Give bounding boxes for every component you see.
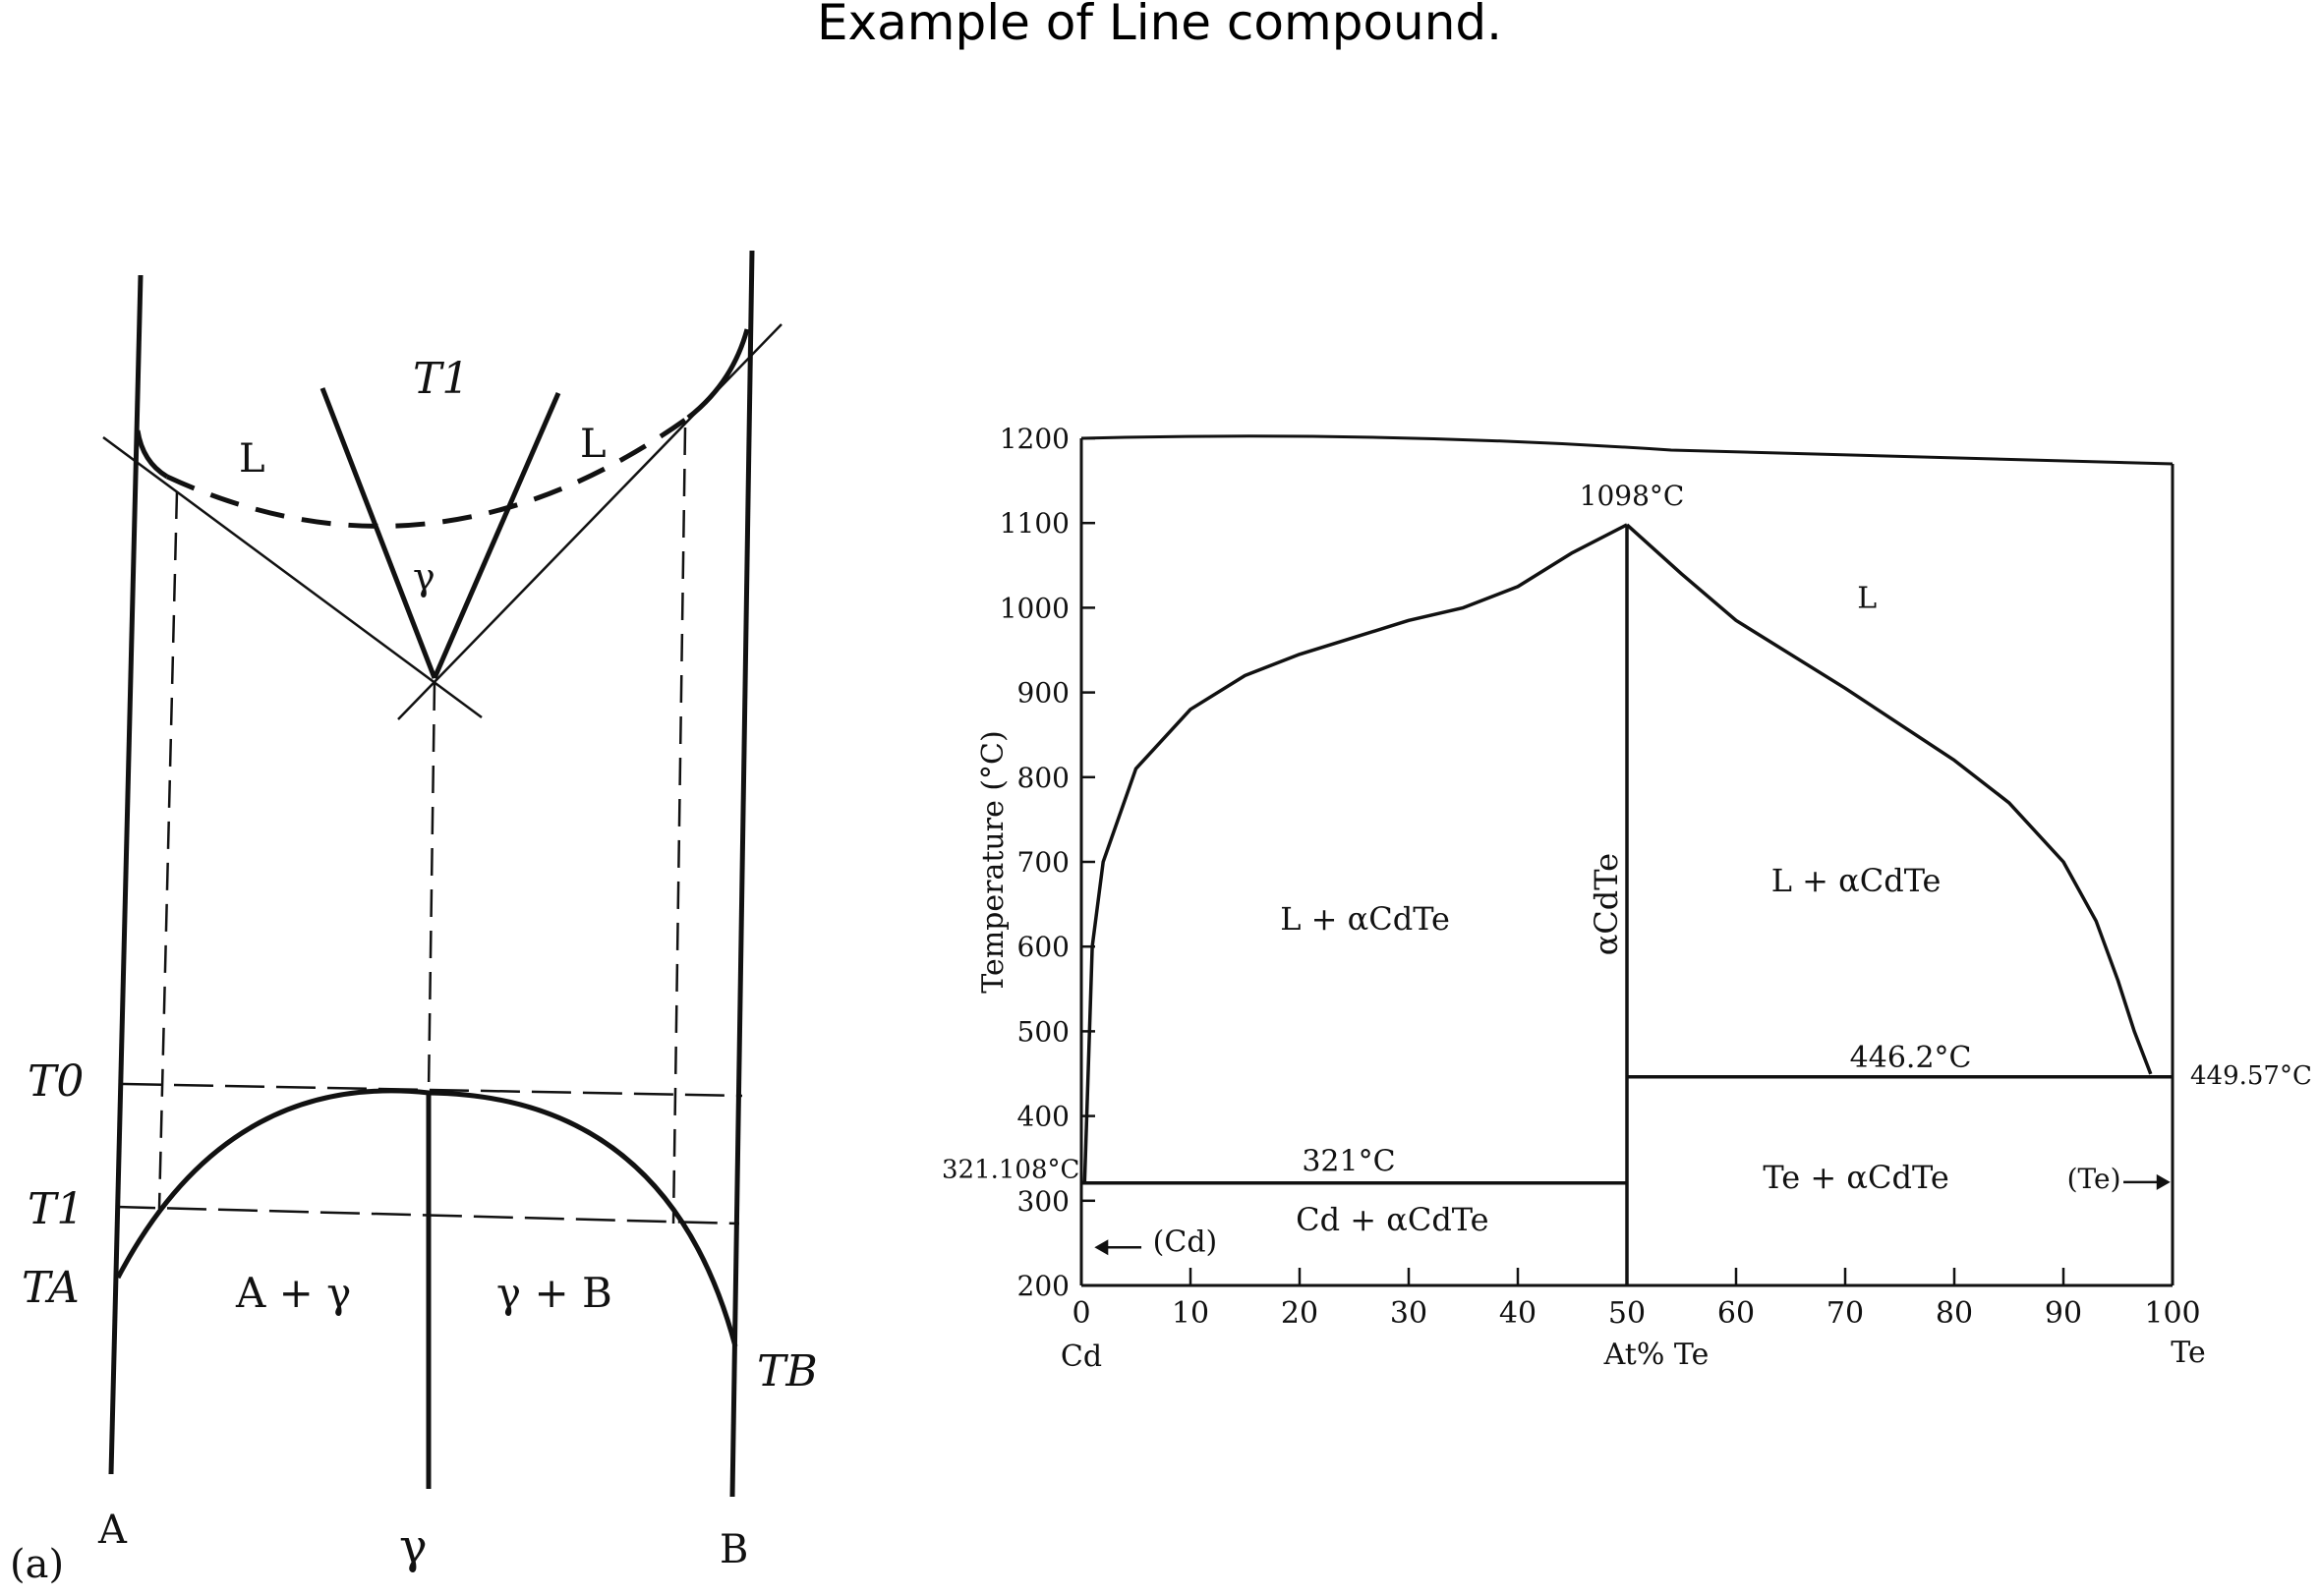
dashed-projection-left <box>157 490 179 1210</box>
axis-b-line <box>729 250 755 1498</box>
annotation-eutectic-left: 321°C <box>1302 1145 1395 1179</box>
gamma-curve-left <box>319 387 437 679</box>
y-tick-label: 700 <box>1017 846 1070 879</box>
x-axis-label: At% Te <box>1603 1338 1710 1372</box>
t0-label: T0 <box>28 1056 84 1107</box>
x-tick-label: 80 <box>1936 1296 1973 1331</box>
annotation-compound: αCdTe <box>1588 853 1625 955</box>
annotation-l-cdte-right: L + αCdTe <box>1771 862 1942 899</box>
component-a-label: A <box>97 1508 128 1553</box>
component-gamma-label: γ <box>399 1519 428 1574</box>
tangent-left <box>102 435 483 719</box>
y-tick-label: 300 <box>1017 1185 1070 1218</box>
top-frame-line <box>1080 434 2174 466</box>
y-tick-label: 600 <box>1017 931 1070 963</box>
x-axis-left-end-label: Cd <box>1061 1340 1102 1374</box>
gamma-curve-right <box>432 392 561 679</box>
schematic-labels: (a) A γ B T0 T1 TA TB T1 L L γ A + γ γ +… <box>10 354 818 1587</box>
t0-level-line <box>122 1082 743 1098</box>
x-tick-label: 100 <box>2144 1296 2200 1331</box>
x-tick-label: 90 <box>2045 1296 2082 1331</box>
tb-label: TB <box>757 1346 818 1396</box>
phase-boundaries <box>1081 523 2173 1285</box>
y-tick-label: 500 <box>1017 1015 1070 1048</box>
y-tick-label: 400 <box>1017 1101 1070 1133</box>
annotation-cd-cdte: Cd + αCdTe <box>1296 1201 1489 1238</box>
x-tick-label: 60 <box>1717 1296 1755 1331</box>
two-phase-right-label: γ + B <box>496 1269 612 1317</box>
annotation-cd-melting: 321.108°C <box>942 1156 1079 1185</box>
x-tick-label: 20 <box>1281 1296 1318 1331</box>
t1-upper-label: T1 <box>413 354 469 404</box>
dashed-projection-center <box>427 682 436 1094</box>
axis-a-line <box>108 274 144 1475</box>
cdte-phase-diagram: 200 300 400 500 600 700 800 900 1000 1100 1200 0 10 2… <box>942 423 2312 1374</box>
annotation-eutectic-right: 446.2°C <box>1850 1041 1972 1075</box>
t1-level-line <box>115 1205 740 1226</box>
liquid-curve-right-end <box>686 328 750 420</box>
two-phase-left-label: A + γ <box>235 1269 351 1317</box>
gamma-dome-right <box>428 1090 738 1347</box>
axis-ticks: 200 300 400 500 600 700 800 900 1000 1100 1200 0 10 2… <box>976 423 2206 1374</box>
dashed-projection-right <box>671 427 687 1225</box>
series-liquidus-left <box>1082 523 1628 1183</box>
line-compound-schematic <box>102 250 783 1498</box>
x-tick-label: 70 <box>1826 1296 1864 1331</box>
x-axis-right-end-label: Te <box>2171 1336 2205 1370</box>
y-tick-label: 1000 <box>1000 592 1070 624</box>
liquid-right-label: L <box>580 422 607 467</box>
liquid-left-label: L <box>239 436 265 482</box>
annotation-l-cdte-left: L + αCdTe <box>1280 900 1450 938</box>
panel-label: (a) <box>10 1542 64 1587</box>
x-tick-label: 40 <box>1499 1296 1536 1331</box>
x-tick-label: 10 <box>1172 1296 1209 1331</box>
y-axis-label: Temperature (°C) <box>976 730 1011 993</box>
ta-label: TA <box>22 1263 80 1313</box>
annotation-te-cdte: Te + αCdTe <box>1763 1159 1948 1196</box>
y-tick-label: 1200 <box>1000 423 1070 455</box>
liquid-curve <box>135 429 169 480</box>
t1-lower-label: T1 <box>28 1184 84 1234</box>
series-liquidus-right <box>1625 523 2153 1075</box>
gamma-upper-label: γ <box>413 555 435 598</box>
chart-annotations: 1098°C 321.108°C 321°C 446.2°C 449.57°C L L + … <box>942 480 2312 1260</box>
annotation-cd-phase: (Cd) <box>1153 1226 1218 1260</box>
component-b-label: B <box>720 1527 748 1572</box>
y-tick-label: 200 <box>1017 1270 1070 1302</box>
annotation-te-melting: 449.57°C <box>2190 1061 2312 1091</box>
gamma-dome-left <box>115 1088 430 1280</box>
annotation-melting-point: 1098°C <box>1580 480 1685 512</box>
x-tick-label: 0 <box>1072 1296 1090 1331</box>
te-arrow-head <box>2156 1173 2171 1190</box>
y-tick-label: 900 <box>1017 677 1070 710</box>
annotation-liquid: L <box>1857 581 1877 615</box>
y-tick-label: 1100 <box>1000 507 1070 540</box>
y-tick-label: 800 <box>1017 762 1070 794</box>
annotation-te-phase: (Te) <box>2067 1163 2121 1195</box>
x-tick-label: 50 <box>1608 1296 1646 1331</box>
page-title: Example of Line compound. <box>816 0 1503 51</box>
x-tick-label: 30 <box>1390 1296 1427 1331</box>
